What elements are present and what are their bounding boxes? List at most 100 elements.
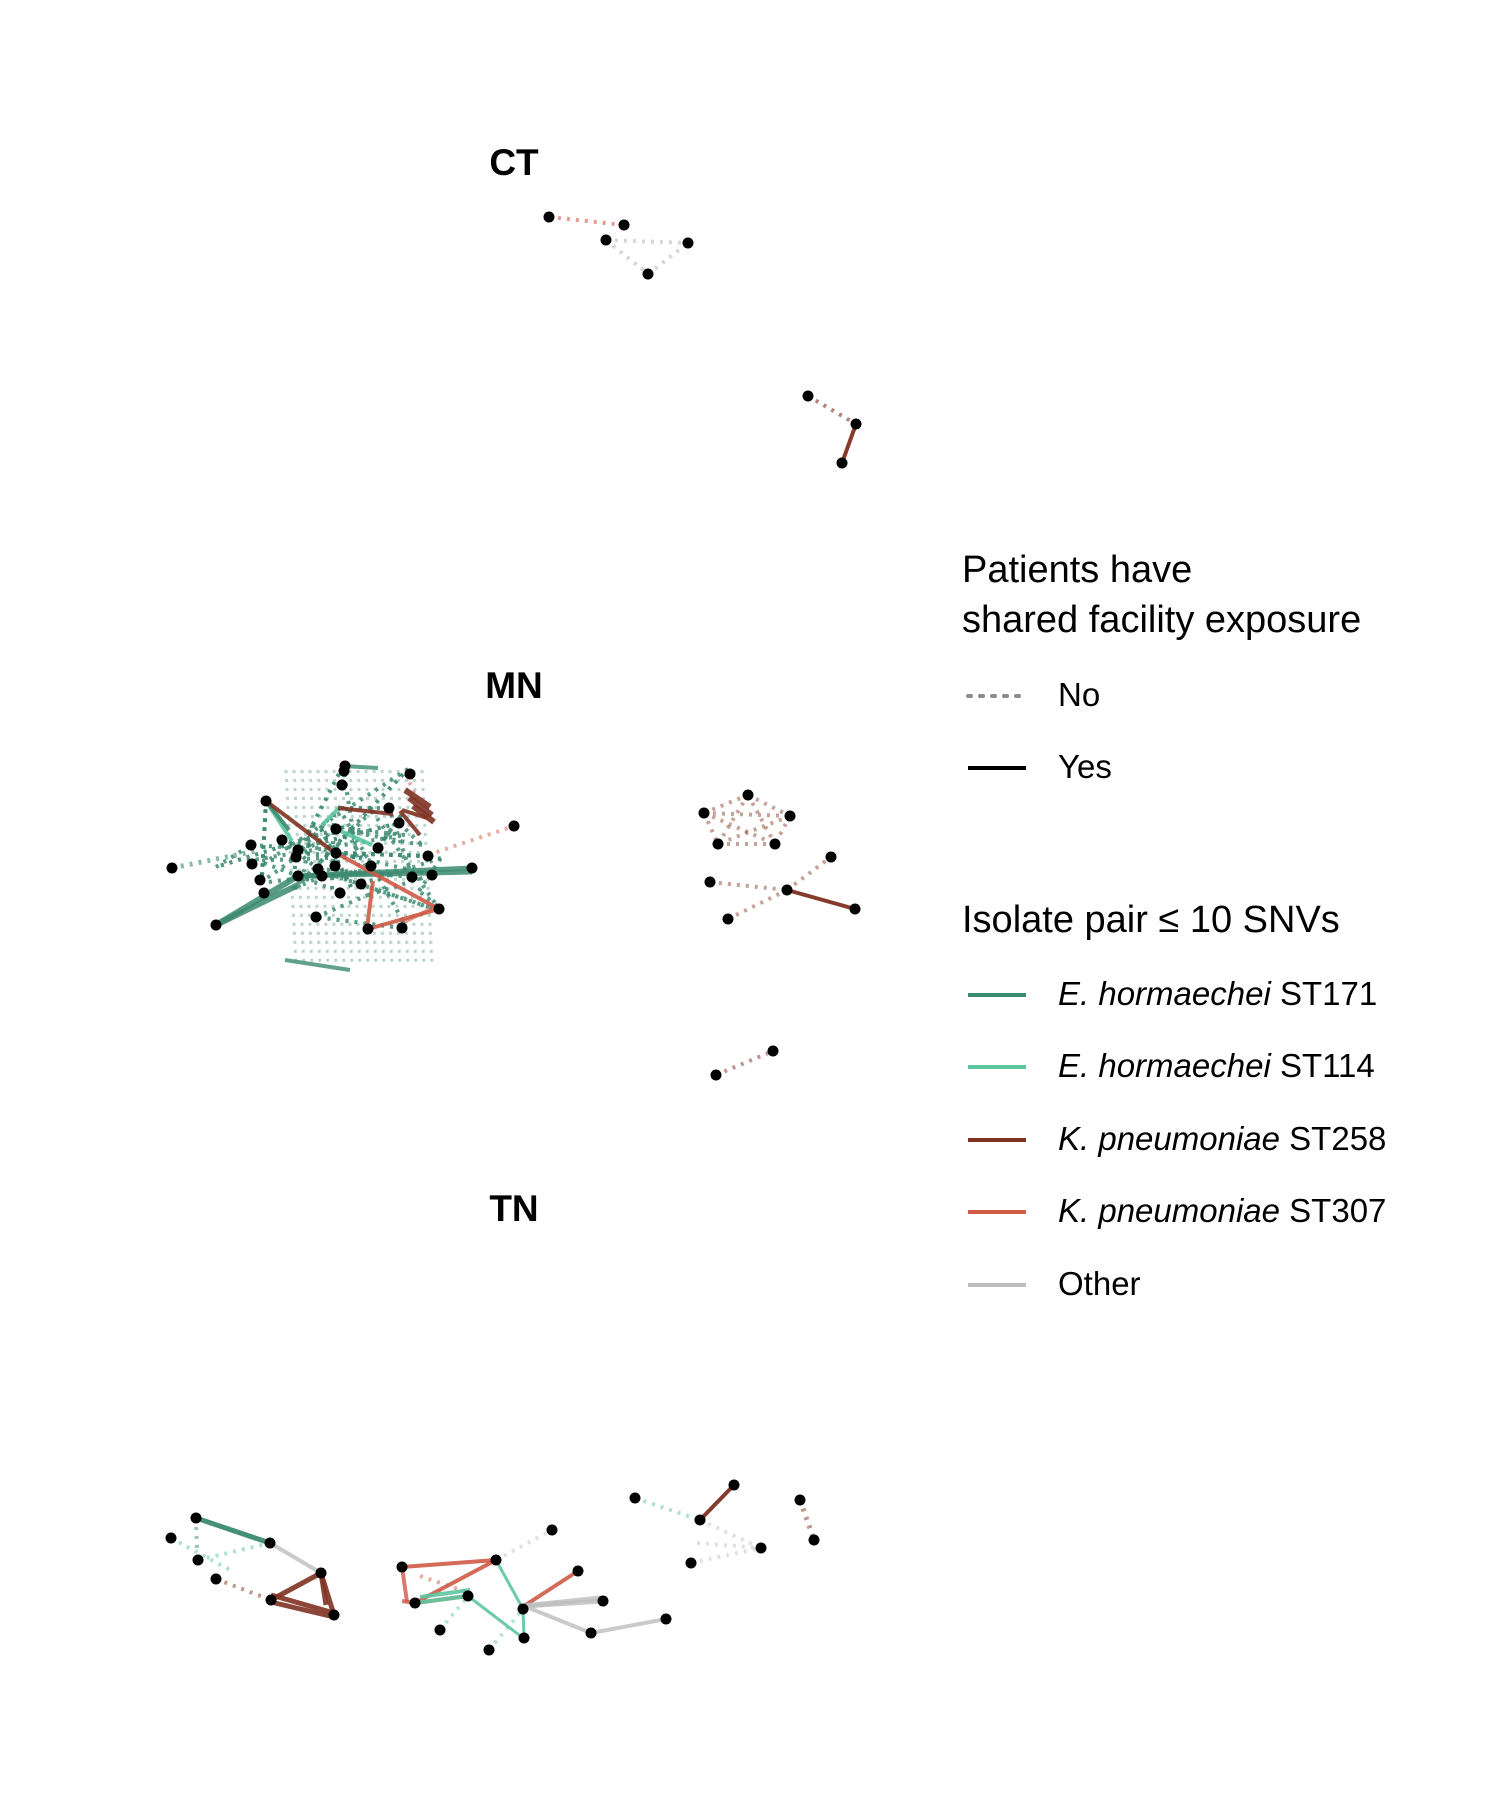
- isolate-node: [292, 870, 304, 882]
- edge-no-shared-exposure: [387, 807, 414, 878]
- edge-no-shared-exposure: [259, 800, 268, 894]
- isolate-node: [698, 807, 710, 819]
- isolate-node: [825, 851, 837, 863]
- edge-no-shared-exposure: [400, 920, 405, 929]
- legend-exposure: Patients have shared facility exposure N…: [962, 549, 1361, 785]
- isolate-node: [433, 903, 445, 915]
- edge-no-shared-exposure: [438, 1594, 470, 1632]
- isolate-node: [434, 1624, 446, 1636]
- edge-no-shared-exposure: [331, 873, 442, 913]
- edge-no-shared-exposure: [404, 769, 418, 966]
- isolate-node: [355, 878, 367, 890]
- edge-no-shared-exposure: [280, 838, 320, 871]
- isolate-node: [466, 862, 478, 874]
- edge-no-shared-exposure: [427, 824, 515, 857]
- edge-shared-exposure: [522, 1569, 580, 1608]
- edge-no-shared-exposure: [259, 800, 268, 894]
- isolate-node: [836, 457, 848, 469]
- isolate-node: [276, 834, 288, 846]
- isolate-node: [336, 779, 348, 791]
- edge-no-shared-exposure: [300, 767, 410, 883]
- isolate-node: [755, 1542, 767, 1554]
- edge-no-shared-exposure: [417, 889, 439, 908]
- network-edges: [170, 215, 858, 1652]
- edge-no-shared-exposure: [703, 811, 776, 846]
- isolate-node: [396, 922, 408, 934]
- legend-st-kp258: ST258: [1289, 1120, 1386, 1157]
- isolate-node: [712, 838, 724, 850]
- isolate-node: [767, 1045, 779, 1057]
- edge-no-shared-exposure: [412, 769, 426, 966]
- edge-no-shared-exposure: [259, 800, 268, 894]
- edge-shared-exposure: [786, 888, 856, 911]
- isolate-node: [409, 1597, 421, 1609]
- isolate-node: [383, 802, 395, 814]
- edge-no-shared-exposure: [702, 812, 720, 845]
- edge-no-shared-exposure: [367, 873, 433, 897]
- edge-no-shared-exposure: [214, 843, 253, 869]
- edge-shared-exposure: [270, 1592, 335, 1616]
- isolate-node: [166, 862, 178, 874]
- edge-no-shared-exposure: [214, 843, 253, 869]
- edge-no-shared-exposure: [335, 851, 429, 858]
- edge-no-shared-exposure: [370, 809, 439, 908]
- edge-no-shared-exposure: [280, 838, 320, 871]
- edge-no-shared-exposure: [400, 920, 405, 929]
- edge-no-shared-exposure: [372, 769, 386, 966]
- edge-no-shared-exposure: [331, 873, 442, 913]
- isolate-node: [728, 1479, 740, 1491]
- edge-shared-exposure: [840, 423, 858, 464]
- edge-no-shared-exposure: [785, 855, 833, 892]
- panel-title-ct: CT: [489, 142, 539, 183]
- isolate-node: [190, 1512, 202, 1524]
- edge-no-shared-exposure: [259, 800, 268, 894]
- isolate-node: [334, 887, 346, 899]
- isolate-node: [629, 1492, 641, 1504]
- edge-no-shared-exposure: [604, 238, 650, 276]
- isolate-node: [600, 234, 612, 246]
- isolate-node: [794, 1494, 806, 1506]
- edge-no-shared-exposure: [797, 1499, 817, 1541]
- edge-no-shared-exposure: [376, 812, 404, 850]
- edge-no-shared-exposure: [215, 1577, 272, 1602]
- edge-no-shared-exposure: [197, 1541, 271, 1562]
- edge-no-shared-exposure: [717, 814, 791, 846]
- edge-no-shared-exposure: [315, 915, 403, 930]
- edge-no-shared-exposure: [335, 851, 429, 858]
- edge-no-shared-exposure: [281, 838, 433, 877]
- edge-no-shared-exposure: [747, 793, 791, 818]
- legend-species-kp307: K. pneumoniae: [1058, 1192, 1280, 1229]
- edge-no-shared-exposure: [376, 812, 404, 850]
- edge-no-shared-exposure: [331, 873, 442, 913]
- edge-no-shared-exposure: [262, 767, 410, 865]
- legend-species-kp258: K. pneumoniae: [1058, 1120, 1280, 1157]
- edge-no-shared-exposure: [634, 1496, 701, 1522]
- isolate-node: [315, 1567, 327, 1579]
- isolate-node: [404, 768, 416, 780]
- isolate-node: [393, 817, 405, 829]
- edge-no-shared-exposure: [367, 873, 433, 897]
- isolate-node: [704, 876, 716, 888]
- edge-no-shared-exposure: [387, 807, 414, 878]
- isolate-node: [330, 823, 342, 835]
- edge-shared-exposure: [698, 1483, 736, 1522]
- isolate-node: [339, 760, 351, 772]
- isolate-node: [722, 913, 734, 925]
- isolate-node: [396, 1561, 408, 1573]
- isolate-node: [808, 1534, 820, 1546]
- edge-no-shared-exposure: [376, 812, 404, 850]
- edge-no-shared-exposure: [331, 873, 442, 913]
- isolate-node: [365, 860, 377, 872]
- edge-no-shared-exposure: [370, 809, 439, 908]
- edge-shared-exposure: [320, 804, 343, 827]
- isolate-node: [517, 1603, 529, 1615]
- edge-shared-exposure: [523, 1604, 592, 1635]
- edge-no-shared-exposure: [396, 769, 410, 966]
- isolate-node: [742, 789, 754, 801]
- isolate-node: [210, 919, 222, 931]
- legend-exposure-title-line2: shared facility exposure: [962, 599, 1361, 641]
- edge-no-shared-exposure: [335, 851, 429, 858]
- edge-shared-exposure: [590, 1617, 667, 1635]
- edge-no-shared-exposure: [284, 769, 298, 966]
